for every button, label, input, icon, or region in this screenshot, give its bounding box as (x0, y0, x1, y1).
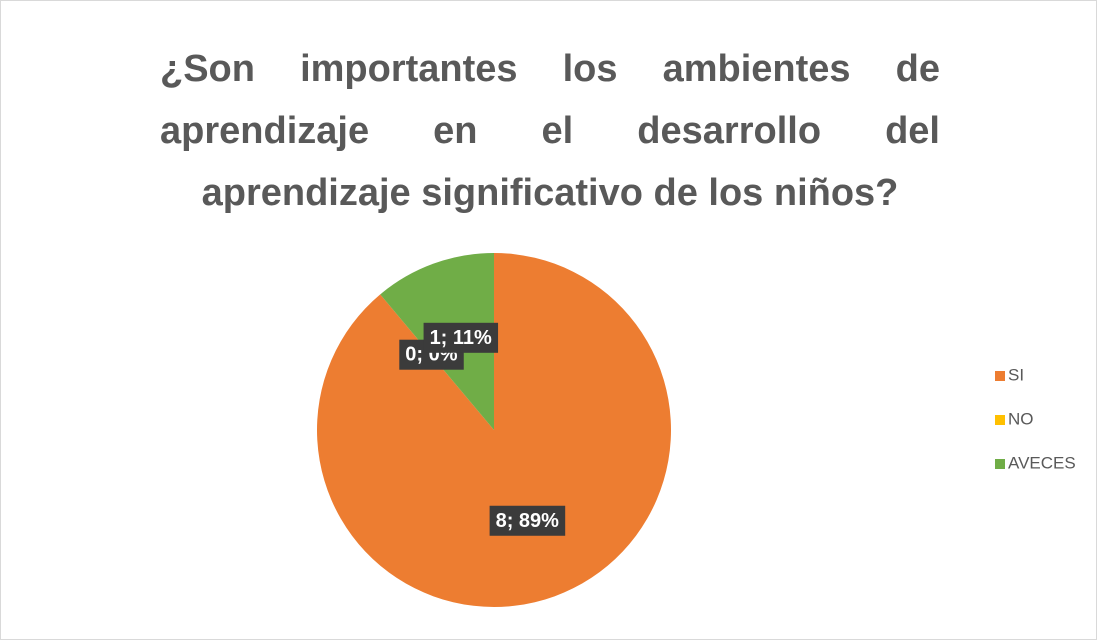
data-label: 1; 11% (423, 322, 499, 353)
data-label-text: 8; 89% (496, 510, 560, 532)
data-label-box (489, 505, 566, 536)
chart-title: ¿Son importantes los ambientes de aprend… (160, 48, 940, 214)
legend-label: AVECES (1008, 453, 1076, 472)
legend-label: NO (1008, 409, 1034, 428)
legend-label: SI (1008, 365, 1024, 384)
data-label: 8; 89% (489, 505, 566, 536)
legend-swatch (995, 415, 1005, 425)
data-label-box (423, 322, 499, 353)
legend-swatch (995, 459, 1005, 469)
data-label-text: 1; 11% (430, 327, 492, 349)
legend-swatch (995, 371, 1005, 381)
